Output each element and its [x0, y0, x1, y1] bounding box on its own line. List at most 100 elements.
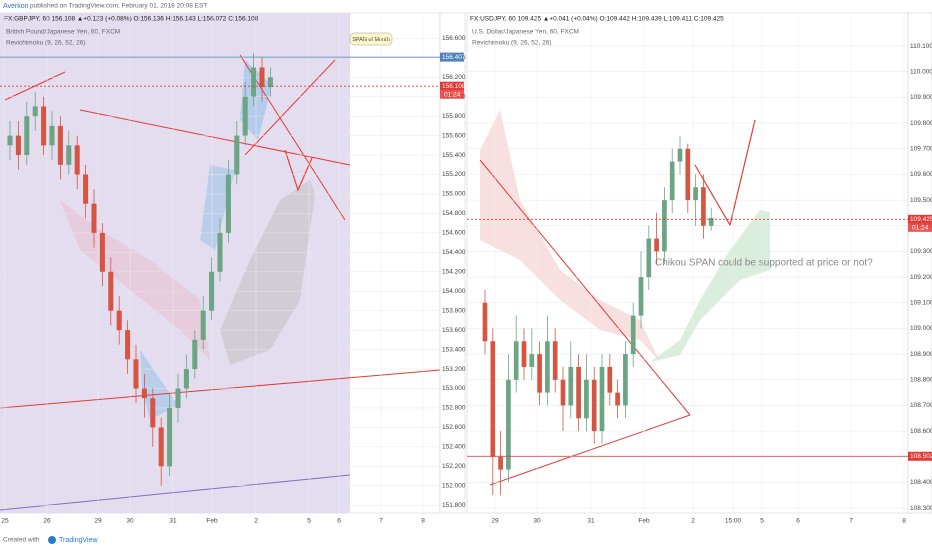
y-tick-label: 109.500	[910, 197, 932, 204]
y-tick-label: 152.600	[442, 424, 466, 431]
y-tick-label: 152.000	[442, 482, 466, 489]
candle-body	[192, 339, 198, 370]
candle-body	[217, 232, 223, 272]
y-tick-label: 154.600	[442, 230, 466, 237]
candle-body	[225, 174, 231, 233]
price-tag	[908, 214, 932, 224]
candle-body	[513, 341, 519, 380]
candle-body	[529, 354, 535, 367]
candle-body	[158, 427, 164, 467]
footer-brand[interactable]: TradingView	[59, 537, 98, 544]
candle-body	[209, 271, 215, 311]
candle-body	[200, 310, 206, 340]
y-tick-label: 156.200	[442, 74, 466, 81]
x-tick-label: 2	[691, 518, 695, 525]
x-tick-label: Feb	[638, 518, 650, 525]
projection-arrow	[284, 149, 313, 192]
candle-body	[234, 135, 240, 175]
y-tick-label: 156.600	[442, 35, 466, 42]
y-tick-label: 155.400	[442, 152, 466, 159]
candle-body	[560, 379, 566, 406]
logo	[48, 536, 56, 544]
candle-body	[545, 341, 550, 393]
candle-body	[267, 77, 273, 87]
trend-line	[239, 54, 346, 221]
candle-body	[108, 271, 114, 311]
pattern-shape	[140, 350, 178, 420]
candle-body	[646, 238, 652, 278]
candle-body	[490, 341, 496, 457]
chart-subtitle: British Pound/Japanese Yen, 60, FXCM	[6, 29, 120, 36]
candle-body	[91, 203, 97, 233]
candle-body	[654, 238, 659, 252]
x-tick-label: 6	[796, 518, 800, 525]
candle-body	[32, 106, 38, 117]
x-tick-label: 7	[849, 518, 853, 525]
candle-body	[259, 67, 265, 87]
cloud	[480, 110, 660, 362]
x-tick-label: 29	[94, 518, 102, 525]
x-tick-label: 29	[491, 518, 499, 525]
y-tick-label: 109.800	[910, 120, 932, 127]
trend-line	[0, 474, 351, 511]
candle-body	[66, 145, 72, 165]
candle-body	[116, 310, 122, 331]
trend-line	[244, 59, 336, 156]
candle-body	[251, 67, 257, 97]
indicator-label: Revichimoku (9, 26, 52, 26)	[472, 40, 551, 47]
candle-body	[24, 116, 30, 156]
candle-body	[607, 366, 613, 393]
candle-body	[99, 232, 105, 272]
callout	[349, 32, 393, 46]
candle-body	[49, 125, 55, 146]
highlight-region	[0, 13, 350, 513]
candle-body	[167, 407, 173, 467]
x-tick-label: 30	[533, 518, 541, 525]
y-tick-label: 154.200	[442, 269, 466, 276]
y-tick-label: 153.000	[442, 385, 466, 392]
candle-body	[630, 315, 636, 355]
candle-body	[242, 96, 248, 136]
x-tick-label: 31	[169, 518, 177, 525]
cloud	[650, 210, 770, 362]
y-tick-label: 108.800	[910, 376, 932, 383]
candle-body	[74, 145, 80, 175]
price-axis	[907, 12, 932, 514]
candle-body	[83, 174, 89, 204]
y-tick-label: 109.200	[910, 274, 932, 281]
x-tick-label: 8	[902, 518, 906, 525]
timer-label: 01:24	[912, 225, 929, 232]
candle-body	[599, 366, 605, 432]
timer-label: 01:24	[444, 91, 461, 98]
publisher[interactable]: Averkon	[3, 3, 29, 10]
price-tag	[908, 451, 932, 461]
chart-header: FX:USDJPY, 60 109.425 ▲+0.041 (+0.04%) O…	[470, 16, 724, 23]
price-tag-label: 108.502	[910, 453, 932, 460]
candle-body	[685, 148, 691, 201]
projection-arrow	[694, 119, 756, 227]
candle-body	[669, 161, 675, 201]
y-tick-label: 151.800	[442, 502, 466, 509]
candle-body	[552, 341, 558, 380]
candle-body	[576, 366, 581, 419]
candle-body	[133, 359, 139, 389]
x-tick-label: 25	[1, 518, 9, 525]
candle-body	[623, 354, 628, 406]
footer-text: Created with	[3, 537, 40, 544]
price-tag	[440, 52, 464, 62]
timer-tag	[440, 90, 464, 99]
y-tick-label: 110.000	[910, 68, 932, 75]
chart-subtitle: U.S. Dollar/Japanese Yen, 60, FXCM	[472, 29, 579, 36]
y-tick-label: 153.800	[442, 307, 466, 314]
y-tick-label: 108.300	[910, 505, 932, 512]
y-tick-label: 109.300	[910, 248, 932, 255]
candle-body	[7, 135, 13, 146]
trend-line	[4, 71, 66, 101]
y-tick-label: 155.600	[442, 132, 466, 139]
annotation: Chikou SPAN could be supported at price …	[655, 258, 873, 269]
candle-body	[15, 135, 21, 156]
y-tick-label: 109.600	[910, 171, 932, 178]
candle-body	[708, 218, 714, 226]
x-tick-label: Feb	[206, 518, 218, 525]
candle-body	[57, 125, 63, 165]
